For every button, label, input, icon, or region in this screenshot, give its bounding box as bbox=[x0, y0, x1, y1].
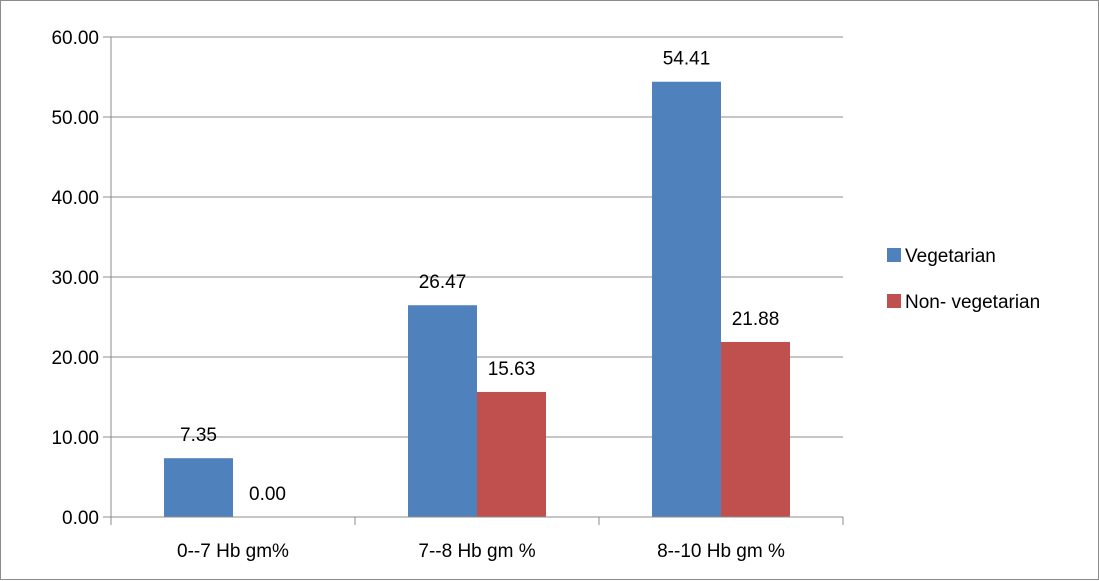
y-tick-label: 0.00 bbox=[62, 508, 99, 529]
axes bbox=[103, 36, 844, 525]
data-label: 15.63 bbox=[488, 359, 536, 380]
legend-label: Vegetarian bbox=[905, 246, 996, 267]
bar-non-vegetarian bbox=[477, 391, 546, 517]
legend: Vegetarian Non- vegetarian bbox=[887, 246, 1040, 313]
bar-vegetarian bbox=[652, 81, 721, 517]
bar-vegetarian bbox=[164, 458, 233, 517]
data-label: 7.35 bbox=[180, 425, 217, 446]
data-label: 26.47 bbox=[419, 272, 467, 293]
legend-label: Non- vegetarian bbox=[905, 292, 1040, 313]
y-tick-label: 20.00 bbox=[51, 348, 99, 369]
y-tick-label: 10.00 bbox=[51, 428, 99, 449]
legend-swatch bbox=[887, 248, 901, 262]
y-tick-label: 30.00 bbox=[51, 268, 99, 289]
data-label: 54.41 bbox=[663, 49, 711, 70]
x-tick-label: 8--10 Hb gm % bbox=[657, 541, 785, 562]
x-tick-label: 7--8 Hb gm % bbox=[418, 541, 535, 562]
data-label: 0.00 bbox=[249, 484, 286, 505]
labels: 0.00 10.00 20.00 30.00 40.00 50.00 60.00 0--7 H… bbox=[51, 28, 785, 562]
legend-swatch bbox=[887, 294, 901, 308]
bars bbox=[164, 81, 790, 517]
y-tick-label: 50.00 bbox=[51, 108, 99, 129]
bar-vegetarian bbox=[408, 305, 477, 517]
x-tick-label: 0--7 Hb gm% bbox=[177, 541, 289, 562]
y-tick-label: 40.00 bbox=[51, 188, 99, 209]
bar-non-vegetarian bbox=[721, 341, 790, 517]
data-label: 21.88 bbox=[732, 309, 780, 330]
y-tick-label: 60.00 bbox=[51, 28, 99, 49]
